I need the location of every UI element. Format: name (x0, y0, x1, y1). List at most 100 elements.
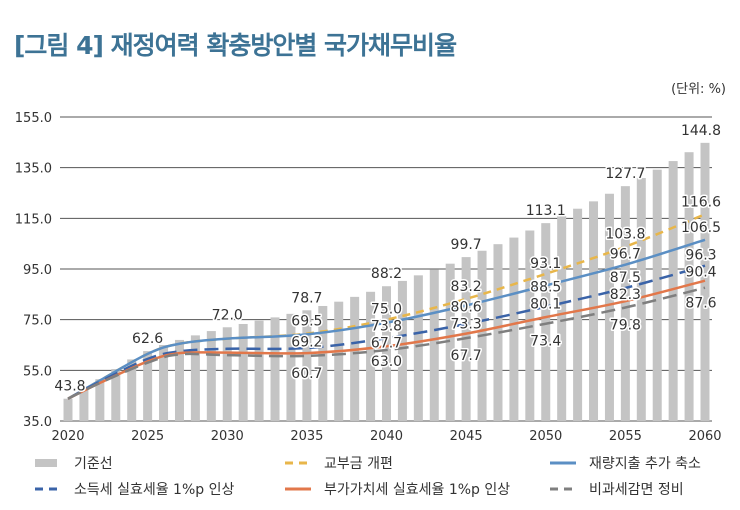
chart-title: [그림 4] 재정여력 확충방안별 국가채무비율 (14, 31, 457, 60)
bar (159, 345, 169, 421)
bar-data-label: 144.8 (681, 123, 721, 139)
x-tick-label: 2045 (450, 429, 483, 444)
bar (557, 216, 567, 421)
bar (382, 286, 391, 421)
x-tick-label: 2050 (529, 429, 562, 444)
line-data-label: 88.5 (530, 279, 561, 295)
x-tick-label: 2040 (370, 429, 403, 444)
line-data-label: 67.7 (371, 336, 402, 352)
bar-data-label: 72.0 (212, 307, 243, 323)
bar-data-label: 62.6 (132, 331, 163, 347)
bar (445, 263, 455, 421)
bar-data-label: 78.7 (291, 290, 322, 306)
line-data-label: 93.1 (530, 256, 561, 272)
bar (302, 310, 312, 421)
line-data-label: 96.7 (610, 247, 641, 263)
bar (286, 313, 296, 421)
y-tick-label: 55.0 (23, 364, 52, 379)
bar (668, 161, 678, 421)
bar (604, 193, 614, 421)
x-tick-label: 2060 (688, 429, 721, 444)
line-data-label: 103.8 (605, 227, 645, 243)
bar (254, 320, 264, 421)
bar-data-label: 99.7 (451, 237, 482, 253)
bar (79, 389, 89, 421)
line-data-label: 69.2 (291, 334, 322, 350)
legend-label: 기준선 (74, 456, 113, 472)
y-tick-label: 155.0 (15, 111, 52, 126)
line-data-label: 90.4 (685, 265, 716, 281)
x-tick-label: 2025 (131, 429, 164, 444)
line-data-label: 69.5 (291, 314, 322, 330)
legend-label: 비과세감면 정비 (589, 482, 684, 498)
y-tick-label: 95.0 (23, 263, 52, 278)
bar-data-label: 43.8 (54, 379, 85, 395)
y-tick-label: 75.0 (23, 314, 52, 329)
line-data-label: 80.1 (530, 296, 561, 312)
y-tick-label: 135.0 (15, 162, 52, 177)
bar (620, 186, 630, 421)
bar (509, 237, 519, 421)
x-tick-label: 2030 (211, 429, 244, 444)
y-tick-label: 35.0 (23, 415, 52, 430)
line-data-label: 67.7 (451, 348, 482, 364)
bar (573, 208, 583, 421)
line-data-label: 73.3 (451, 316, 482, 332)
bar (111, 369, 121, 421)
series-line-4 (67, 286, 706, 400)
line-data-label: 73.4 (530, 334, 561, 350)
line-data-label: 79.8 (610, 318, 641, 334)
bar-data-label: 113.1 (526, 203, 566, 219)
bar (429, 269, 439, 421)
line-data-label: 96.3 (685, 248, 716, 264)
legend-label: 부가가치세 실효세율 1%p 인상 (324, 482, 510, 498)
bar (318, 305, 328, 421)
bar (206, 331, 216, 421)
legend-swatch-bar (35, 459, 57, 467)
x-tick-label: 2055 (609, 429, 642, 444)
bar (63, 398, 73, 421)
legend-label: 교부금 개편 (324, 456, 393, 472)
line-data-label: 63.0 (371, 354, 402, 370)
bar (270, 317, 280, 421)
bar (190, 335, 200, 421)
bar (413, 275, 423, 421)
line-data-label: 75.0 (371, 302, 402, 318)
line-data-label: 87.6 (685, 296, 716, 312)
series-line-1 (67, 238, 706, 400)
series-line-3 (67, 279, 706, 400)
bar (95, 379, 105, 421)
line-data-label: 87.5 (610, 270, 641, 286)
bar (222, 327, 232, 421)
bar (541, 223, 551, 421)
bar-data-label: 127.7 (605, 166, 645, 182)
unit-label: (단위: %) (671, 82, 726, 97)
bar (238, 323, 248, 421)
bar (493, 244, 503, 421)
bar (334, 301, 344, 421)
bar (127, 359, 137, 421)
line-data-label: 82.3 (610, 287, 641, 303)
bar (636, 178, 646, 421)
line-data-label: 106.5 (681, 220, 721, 236)
bar (174, 339, 184, 421)
series-line-2 (67, 264, 706, 400)
bar-data-label: 88.2 (371, 266, 402, 282)
x-tick-label: 2020 (51, 429, 84, 444)
x-tick-label: 2035 (290, 429, 323, 444)
y-tick-label: 115.0 (15, 212, 52, 227)
bar (366, 291, 376, 421)
line-data-label: 60.7 (291, 366, 322, 382)
legend-label: 소득세 실효세율 1%p 인상 (74, 482, 234, 498)
bar (652, 169, 662, 421)
bar (589, 201, 599, 421)
bar (350, 296, 360, 421)
line-data-label: 116.6 (681, 194, 721, 210)
bar (397, 280, 407, 421)
bar (143, 351, 153, 421)
bar (684, 152, 694, 422)
line-data-label: 83.2 (451, 279, 482, 295)
legend-label: 재량지출 추가 축소 (589, 456, 701, 472)
line-data-label: 73.8 (371, 319, 402, 335)
